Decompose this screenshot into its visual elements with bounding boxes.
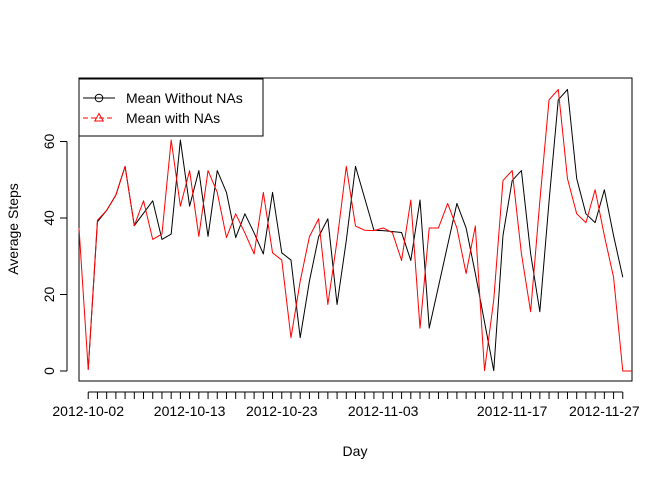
legend-label-without-nas: Mean Without NAs	[126, 90, 243, 106]
x-tick-label: 2012-10-02	[52, 403, 124, 419]
y-tick-label: 60	[41, 134, 57, 150]
legend-label-with-nas: Mean with NAs	[126, 110, 220, 126]
legend-box	[78, 78, 264, 137]
y-tick-label: 20	[41, 287, 57, 303]
y-tick-label: 0	[41, 367, 57, 375]
axes-layer: 2012-10-02 2012-10-13 2012-10-23 2012-11-03…	[41, 134, 640, 419]
x-tick-label: 2012-11-27	[569, 403, 640, 419]
series-line-without-nas	[87, 89, 624, 372]
series-line-with-nas	[78, 89, 632, 372]
x-tick-label: 2012-10-13	[154, 403, 226, 419]
x-tick-label: 2012-10-23	[246, 403, 318, 419]
series-layer	[78, 89, 632, 372]
x-tick-label: 2012-11-17	[477, 403, 548, 419]
y-axis-label: Average Steps	[5, 183, 21, 275]
x-axis-label: Day	[343, 443, 368, 459]
triangle-marker-icon	[93, 112, 105, 122]
x-tick-label: 2012-11-03	[348, 403, 419, 419]
circle-marker-icon	[94, 93, 104, 103]
legend: Mean Without NAs Mean with NAs	[78, 78, 264, 137]
y-tick-label: 40	[41, 210, 57, 226]
